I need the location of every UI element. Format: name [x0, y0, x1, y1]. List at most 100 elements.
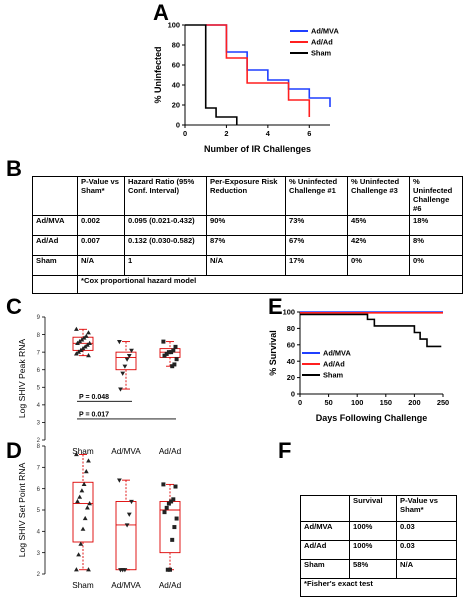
table-cell: [32, 274, 78, 294]
data-point: [173, 484, 178, 489]
category-label: Sham: [72, 581, 94, 590]
data-point: [86, 458, 91, 463]
data-point: [86, 353, 91, 358]
y-axis-label: % Uninfected: [153, 46, 163, 103]
table-cell: Sham: [300, 559, 350, 579]
data-point: [86, 567, 91, 572]
panel-letter-b: B: [6, 156, 22, 181]
table-cell: 1: [124, 254, 207, 276]
data-point: [80, 346, 86, 351]
table-cell: Ad/Ad: [300, 540, 350, 560]
data-point: [87, 340, 92, 345]
data-point: [168, 567, 172, 572]
data-point: [87, 501, 92, 506]
table-row: Sham N/A 1 N/A 17% 0% 0%: [32, 254, 463, 276]
table-b-header-cell: P-Value vs Sham*: [77, 176, 125, 216]
table-cell: N/A: [77, 254, 125, 276]
y-tick-label: 7: [37, 466, 41, 472]
series-line-adad: [205, 24, 311, 117]
data-point: [77, 339, 83, 344]
x-tick-label: 100: [351, 398, 363, 407]
y-tick-label: 6: [37, 487, 41, 493]
y-tick-label: 0: [176, 121, 180, 130]
table-cell: Ad/MVA: [300, 521, 350, 541]
data-point: [162, 510, 167, 515]
data-point: [83, 469, 89, 474]
p-value-label: P = 0.048: [79, 394, 109, 401]
y-tick-label: 60: [172, 61, 180, 70]
y-axis-label: % Survival: [268, 330, 278, 376]
y-axis-label: Log SHIV Peak RNA: [17, 339, 27, 419]
legend-label: Ad/Ad: [311, 38, 333, 47]
table-f-header-cell: [300, 495, 350, 522]
y-tick-label: 60: [287, 340, 295, 349]
legend-label: Ad/Ad: [323, 360, 345, 369]
x-tick-label: 150: [380, 398, 392, 407]
legend-label: Sham: [323, 371, 344, 380]
x-tick-label: 2: [224, 129, 228, 138]
legend-label: Ad/MVA: [323, 349, 351, 358]
category-label: Ad/Ad: [159, 447, 182, 456]
category-label: Sham: [72, 447, 94, 456]
data-point: [74, 351, 79, 356]
data-point: [124, 523, 130, 528]
chart-d: 2 3 4 5 6 7 8 Sham Ad/MVA Ad/Ad Log SHIV Set Point…: [17, 444, 182, 590]
data-point: [79, 488, 85, 493]
y-tick-label: 5: [37, 385, 41, 391]
table-cell: 0%: [409, 254, 463, 276]
table-b-header-cell: % Uninfected Challenge #1: [285, 176, 348, 216]
panel-letter-c: C: [6, 294, 22, 319]
y-tick-label: 8: [37, 444, 41, 450]
table-cell: 67%: [285, 234, 348, 256]
table-cell: 45%: [347, 214, 410, 236]
box: [159, 348, 181, 358]
table-row: Ad/MVA 100% 0.03: [300, 521, 457, 541]
table-cell: 100%: [349, 521, 397, 541]
y-tick-label: 80: [172, 41, 180, 50]
table-b-header-cell: % Uninfected Challenge #3: [347, 176, 410, 216]
table-cell: 0.03: [396, 521, 457, 541]
table-cell: N/A: [206, 254, 286, 276]
data-point: [172, 362, 177, 367]
x-tick-label: 0: [298, 398, 302, 407]
data-point: [76, 552, 81, 557]
data-point: [117, 478, 122, 483]
data-point: [165, 567, 170, 572]
table-cell: Sham: [32, 254, 78, 276]
table-f-header-cell: Survival: [349, 495, 397, 522]
data-point: [82, 515, 88, 521]
y-tick-label: 2: [37, 438, 41, 444]
panel-letter-e: E: [268, 294, 283, 319]
y-tick-label: 40: [287, 357, 295, 366]
box: [159, 501, 181, 554]
data-point: [75, 340, 80, 345]
chart-c: 2 3 4 5 6 7 8 9 Sham Ad/MVA Ad/Ad P = 0.048 P = 0.01…: [17, 315, 182, 456]
table-cell: 17%: [285, 254, 348, 276]
table-cell: 58%: [349, 559, 397, 579]
data-point: [174, 516, 179, 521]
data-point: [173, 344, 178, 349]
y-tick-label: 20: [287, 373, 295, 382]
data-point: [79, 337, 85, 342]
data-point: [169, 350, 174, 355]
table-cell: 90%: [206, 214, 286, 236]
data-point: [81, 335, 87, 340]
data-point: [170, 364, 175, 369]
data-point: [85, 342, 90, 347]
x-tick-label: 4: [266, 129, 271, 138]
y-axis-label: Log SHIV Set Point RNA: [17, 462, 27, 557]
data-point: [118, 568, 123, 573]
data-point: [120, 371, 126, 376]
series-line-sham: [185, 24, 238, 125]
y-tick-label: 100: [283, 308, 295, 317]
data-point: [82, 344, 88, 349]
data-point: [117, 340, 122, 345]
table-cell: 0.03: [396, 540, 457, 560]
table-cell: 8%: [409, 234, 463, 256]
table-b-header-cell: Per-Exposure Risk Reduction: [206, 176, 286, 216]
x-tick-label: 6: [307, 129, 311, 138]
legend-label: Ad/MVA: [311, 27, 339, 36]
table-f-header-cell: P-Value vs Sham*: [396, 495, 457, 522]
y-tick-label: 2: [37, 572, 41, 578]
data-point: [166, 501, 171, 506]
